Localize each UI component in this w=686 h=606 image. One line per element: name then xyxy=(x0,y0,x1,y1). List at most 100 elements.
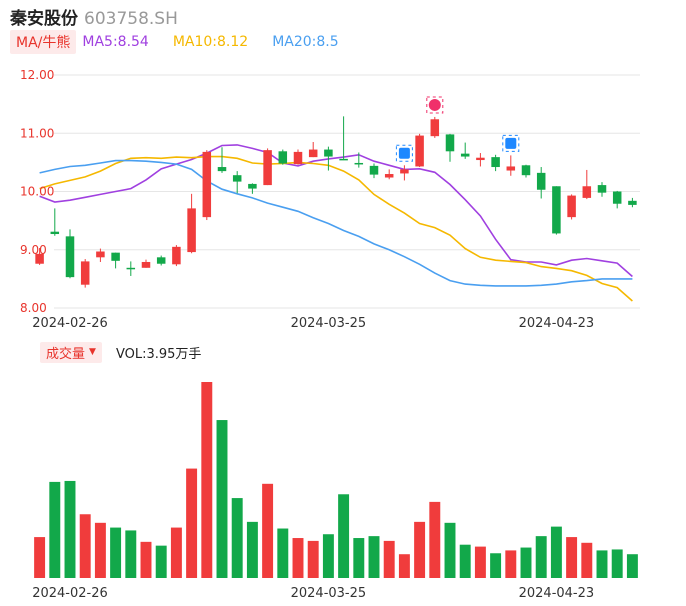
candle xyxy=(65,229,75,279)
candle-body xyxy=(628,200,637,205)
moving-average-lines xyxy=(39,144,633,302)
candle xyxy=(141,259,151,268)
candle-body xyxy=(506,166,516,171)
x-date-label: 2024-02-26 xyxy=(32,586,108,601)
ma5-label: MA5:8.54 xyxy=(82,34,149,50)
candle-body xyxy=(111,252,120,261)
volume-toggle-button[interactable]: 成交量 ▼ xyxy=(40,341,102,363)
candle xyxy=(248,183,257,194)
volume-bar xyxy=(64,480,76,578)
candle-body xyxy=(156,257,166,264)
volume-bar xyxy=(79,514,91,578)
volume-bar xyxy=(231,498,243,578)
candle-body xyxy=(369,165,379,175)
marker-frame xyxy=(395,144,413,162)
volume-bar xyxy=(550,526,562,578)
signal-blue-icon xyxy=(395,144,413,162)
signal-red-icon xyxy=(426,96,444,114)
candle xyxy=(35,248,44,265)
volume-bar xyxy=(155,545,167,578)
candle-body xyxy=(612,191,622,204)
ma-toggle-button[interactable]: MA/牛熊 xyxy=(10,30,77,54)
candle xyxy=(400,165,409,181)
candle xyxy=(628,197,637,208)
volume-legend: 成交量 ▼ VOL:3.95万手 xyxy=(40,341,201,363)
volume-value: VOL:3.95万手 xyxy=(115,346,202,362)
candle xyxy=(476,153,485,167)
volume-bar xyxy=(596,550,608,578)
volume-bars xyxy=(34,382,638,578)
y-tick-label: 9.00 xyxy=(20,243,47,257)
volume-bar xyxy=(34,537,46,578)
y-tick-label: 12.00 xyxy=(20,68,54,82)
candle-body xyxy=(263,150,272,186)
price-grid xyxy=(54,74,640,309)
volume-bar xyxy=(216,420,228,578)
candle xyxy=(582,169,592,200)
volume-bar xyxy=(338,494,350,578)
candle xyxy=(50,208,60,236)
y-tick-label: 10.00 xyxy=(20,185,54,199)
volume-bar xyxy=(170,527,182,578)
volume-bar xyxy=(444,522,456,578)
candle xyxy=(521,164,531,178)
candle-body xyxy=(521,165,531,176)
candle xyxy=(232,171,242,194)
candle-body xyxy=(96,251,105,258)
volume-bar xyxy=(140,541,152,578)
x-date-label: 2024-02-26 xyxy=(32,316,108,331)
candle-body xyxy=(400,169,409,174)
candle-body xyxy=(536,172,546,190)
candle xyxy=(415,133,424,168)
candle xyxy=(506,155,516,176)
volume-bar xyxy=(626,554,638,578)
volume-bar xyxy=(398,554,410,578)
candle-body xyxy=(187,208,196,253)
x-date-label: 2024-03-25 xyxy=(291,316,367,331)
volume-bar xyxy=(535,536,547,578)
marker-frame xyxy=(502,134,520,152)
ma10-label: MA10:8.12 xyxy=(172,34,249,50)
candle xyxy=(278,149,288,165)
candle-body xyxy=(476,157,485,161)
candle xyxy=(96,248,105,262)
ma5-line xyxy=(39,144,633,278)
marker-core xyxy=(428,98,441,111)
volume-bar xyxy=(307,540,319,578)
candle-body xyxy=(324,149,333,157)
volume-bar xyxy=(353,538,365,578)
marker-core xyxy=(505,137,517,149)
volume-toggle-label: 成交量 xyxy=(46,346,86,362)
candlesticks xyxy=(35,116,637,288)
candle xyxy=(491,154,500,172)
candle xyxy=(460,142,470,159)
volume-bar xyxy=(262,483,274,578)
candle xyxy=(187,193,196,254)
volume-bar xyxy=(322,534,334,578)
candle xyxy=(552,186,561,235)
candle-body xyxy=(582,186,592,198)
signal-blue-icon xyxy=(502,134,520,152)
stock-header: 秦安股份 603758.SH xyxy=(10,4,178,29)
candle xyxy=(217,147,227,173)
candle xyxy=(263,148,272,186)
candle-body xyxy=(491,157,500,168)
candle xyxy=(202,150,212,221)
volume-bar xyxy=(429,501,441,578)
candle-body xyxy=(460,153,470,157)
candle xyxy=(612,190,622,209)
candle-body xyxy=(278,151,288,164)
candle xyxy=(111,252,120,269)
axis-labels: 12.0011.0010.009.008.002024-02-262024-02… xyxy=(20,68,594,601)
candle xyxy=(597,182,607,197)
candle-body xyxy=(552,186,561,234)
x-date-label: 2024-04-23 xyxy=(519,316,595,331)
volume-bar xyxy=(581,542,593,578)
ma20-label: MA20:8.5 xyxy=(272,34,339,50)
candle xyxy=(354,152,364,168)
volume-bar xyxy=(201,382,213,578)
volume-bar xyxy=(505,550,517,578)
ma10-line xyxy=(39,155,633,302)
volume-bar xyxy=(566,537,578,578)
candle xyxy=(80,259,90,288)
